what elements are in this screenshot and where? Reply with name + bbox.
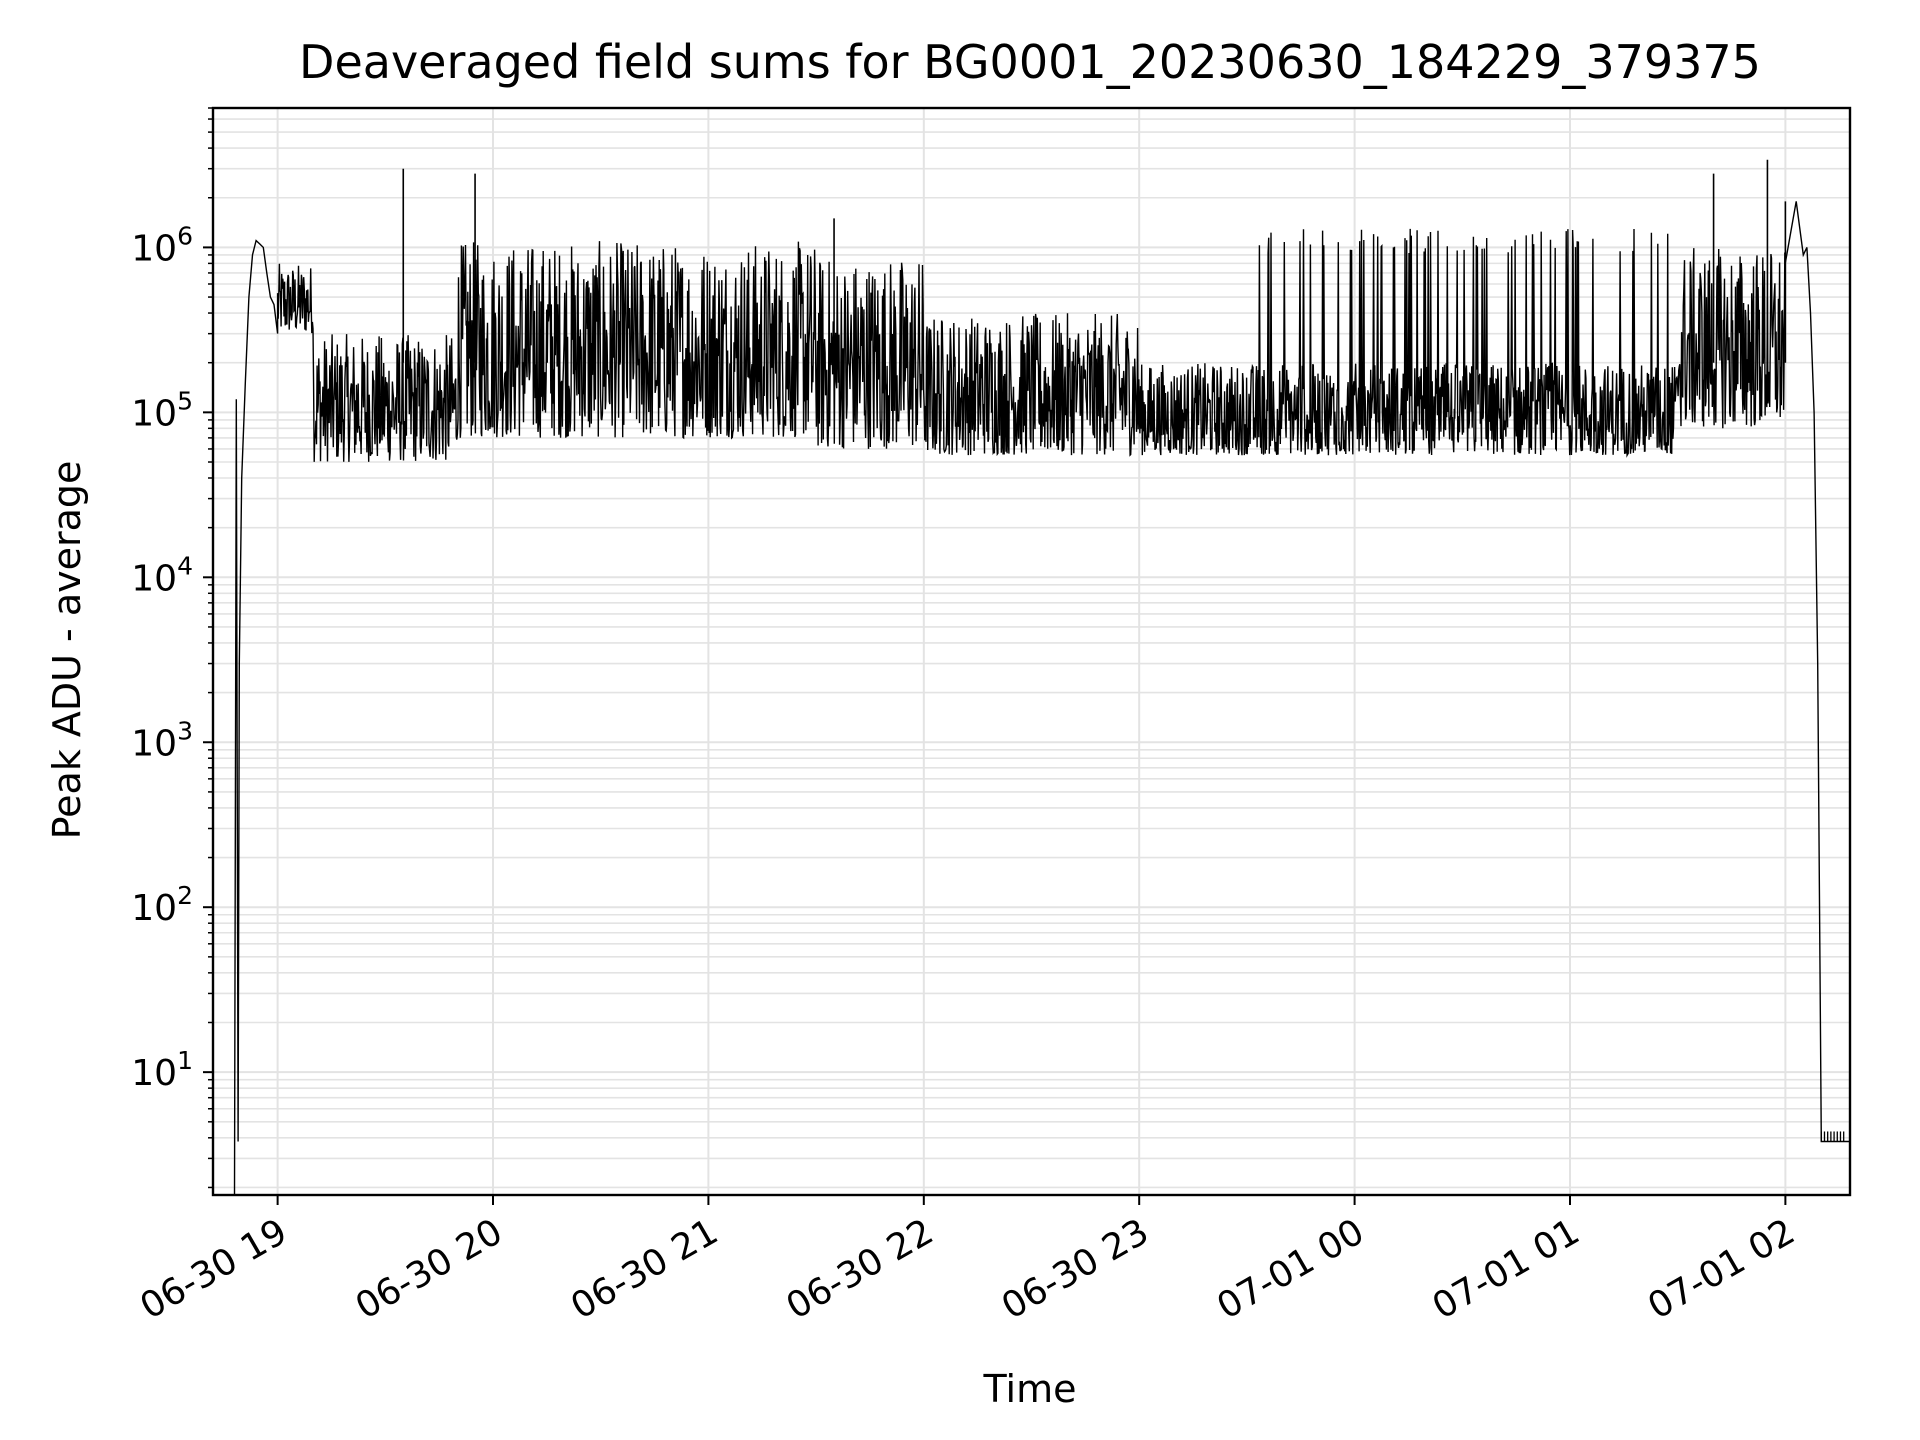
y-tick-label: 102	[131, 881, 193, 929]
x-tick-label: 07-01 00	[1210, 1211, 1371, 1327]
plot-area	[233, 159, 1850, 1196]
x-tick-label: 06-30 22	[780, 1211, 941, 1327]
x-tick-label: 06-30 21	[564, 1211, 725, 1327]
y-tick-label: 105	[131, 386, 193, 434]
x-tick-label: 06-30 20	[349, 1211, 510, 1327]
x-tick-label: 06-30 19	[133, 1211, 294, 1327]
x-axis-label: Time	[983, 1367, 1077, 1411]
y-tick-label: 103	[131, 716, 193, 764]
plot-frame	[211, 106, 1852, 1197]
grid	[213, 107, 1850, 1195]
y-tick-label: 104	[131, 551, 193, 599]
x-axis: 06-30 19 06-30 20 06-30 21 06-30 22 06-30 23…	[133, 1195, 1802, 1328]
y-tick-label: 106	[131, 221, 193, 269]
y-axis: 101 102 103 104 105 106	[131, 107, 213, 1189]
series-line	[233, 201, 1850, 1196]
y-axis-label: Peak ADU - average	[45, 461, 89, 840]
x-tick-label: 07-01 01	[1426, 1211, 1587, 1327]
y-tick-label: 101	[131, 1046, 193, 1094]
x-tick-label: 06-30 23	[995, 1211, 1156, 1327]
chart-title: Deaveraged field sums for BG0001_2023063…	[299, 35, 1761, 89]
x-tick-label: 07-01 02	[1641, 1211, 1802, 1327]
